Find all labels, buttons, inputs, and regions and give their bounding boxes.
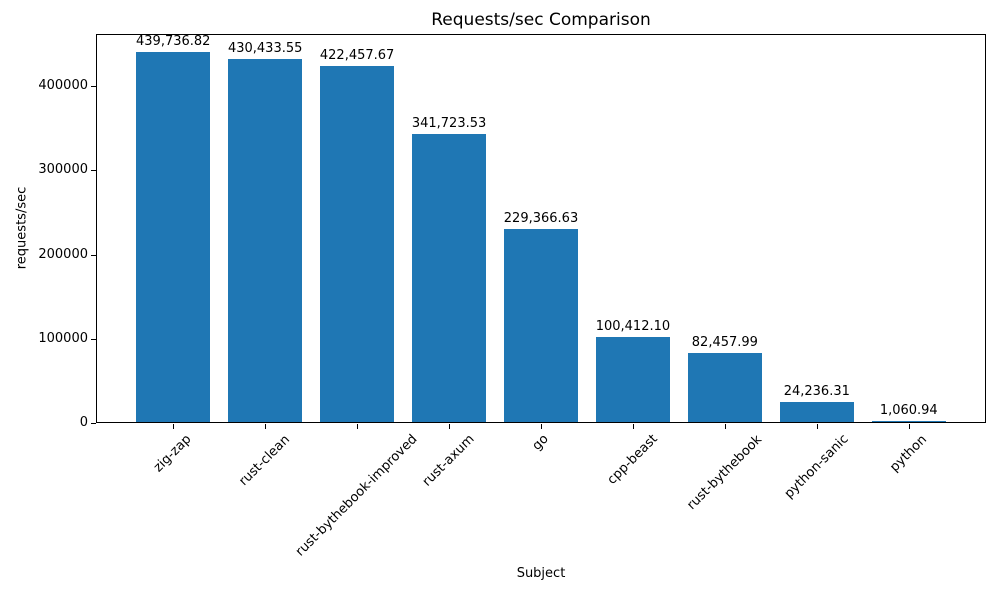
y-tick-label: 400000 (38, 78, 88, 93)
x-tick-label: python-sanic (781, 432, 852, 503)
bar (596, 337, 670, 422)
y-tick-mark (91, 255, 96, 256)
bar-value-label: 24,236.31 (783, 383, 850, 399)
chart-title: Requests/sec Comparison (431, 10, 651, 30)
bar-value-label: 439,736.82 (136, 33, 211, 49)
plot-area (96, 34, 986, 423)
bar (228, 59, 302, 422)
x-tick-label: rust-bythebook-improved (292, 431, 421, 560)
y-tick-label: 100000 (38, 331, 88, 346)
x-tick-mark (173, 424, 174, 429)
bar (136, 51, 211, 422)
x-tick-mark (633, 424, 634, 429)
x-tick-mark (449, 424, 450, 429)
x-tick-label: rust-clean (236, 431, 294, 489)
bar-value-label: 430,433.55 (227, 41, 303, 57)
y-tick-label: 300000 (38, 162, 88, 177)
y-tick-mark (91, 423, 96, 424)
bar-value-label: 341,723.53 (411, 116, 487, 132)
x-tick-label: rust-axum (419, 432, 478, 490)
bar (780, 401, 854, 422)
y-tick-mark (91, 339, 96, 340)
y-tick-label: 200000 (38, 247, 88, 262)
x-tick-mark (265, 424, 266, 429)
x-tick-mark (817, 424, 818, 429)
x-tick-label: python (887, 431, 930, 475)
bar-value-label: 82,457.99 (691, 334, 758, 350)
x-tick-label: zig-zap (151, 431, 195, 476)
y-tick-label: 0 (79, 415, 88, 430)
x-axis-label: Subject (516, 566, 566, 581)
x-tick-label: cpp-beast (604, 431, 661, 489)
bar-value-label: 229,366.63 (503, 210, 579, 226)
bar (504, 228, 578, 422)
bar (320, 66, 394, 422)
y-tick-mark (91, 170, 96, 171)
bar (871, 421, 946, 422)
x-tick-mark (909, 424, 910, 429)
bar-value-label: 422,457.67 (319, 48, 395, 64)
x-tick-label: rust-bythebook (684, 431, 765, 513)
bar (412, 134, 486, 422)
x-tick-mark (725, 424, 726, 429)
y-tick-mark (91, 86, 96, 87)
x-tick-mark (357, 424, 358, 429)
bar-value-label: 100,412.10 (595, 319, 671, 335)
bar-value-label: 1,060.94 (879, 403, 938, 418)
x-tick-label: go (529, 431, 552, 454)
bar (688, 352, 762, 422)
x-tick-mark (541, 424, 542, 429)
